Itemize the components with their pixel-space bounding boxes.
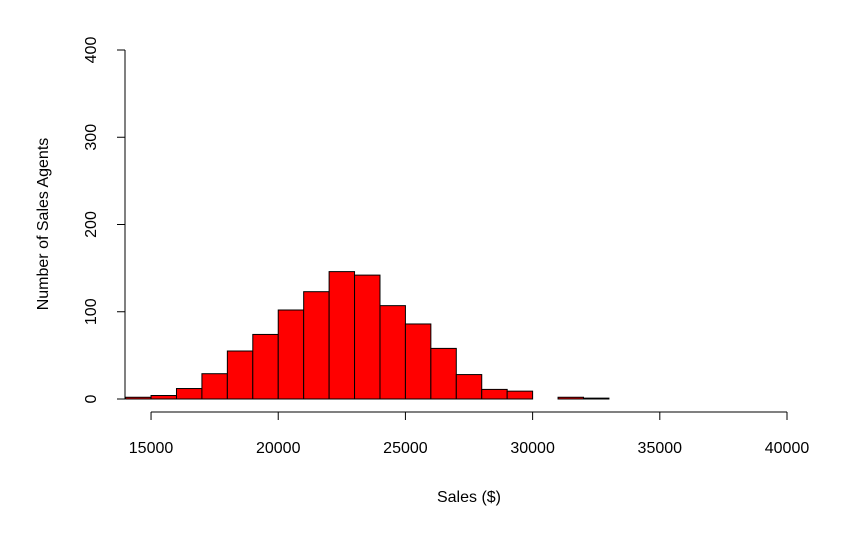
bar [557,396,584,400]
bar [226,350,254,400]
x-tick-label: 20000 [256,440,301,457]
bar [150,395,177,400]
x-tick-label: 25000 [383,440,428,457]
bar [430,347,457,400]
y-tick-label: 200 [83,211,100,238]
x-tick-label: 40000 [765,440,810,457]
bar [252,333,279,400]
bar [582,397,610,400]
bar [125,396,152,400]
bar [455,374,483,400]
bar [277,309,305,400]
bar [354,274,381,400]
bar [404,323,432,400]
bar [175,388,203,400]
y-tick-label: 400 [83,37,100,64]
bar [303,291,330,400]
y-tick-label: 300 [83,124,100,151]
x-axis-label: Sales ($) [437,489,501,506]
bar [328,271,356,400]
x-tick-label: 30000 [510,440,555,457]
y-tick-label: 100 [83,298,100,325]
bar [506,390,534,400]
y-axis-label: Number of Sales Agents [35,138,52,311]
bar [481,388,508,400]
bar [379,305,406,400]
x-tick-label: 15000 [129,440,174,457]
y-tick-label: 0 [83,394,100,403]
bar [201,373,228,400]
x-tick-label: 35000 [638,440,683,457]
